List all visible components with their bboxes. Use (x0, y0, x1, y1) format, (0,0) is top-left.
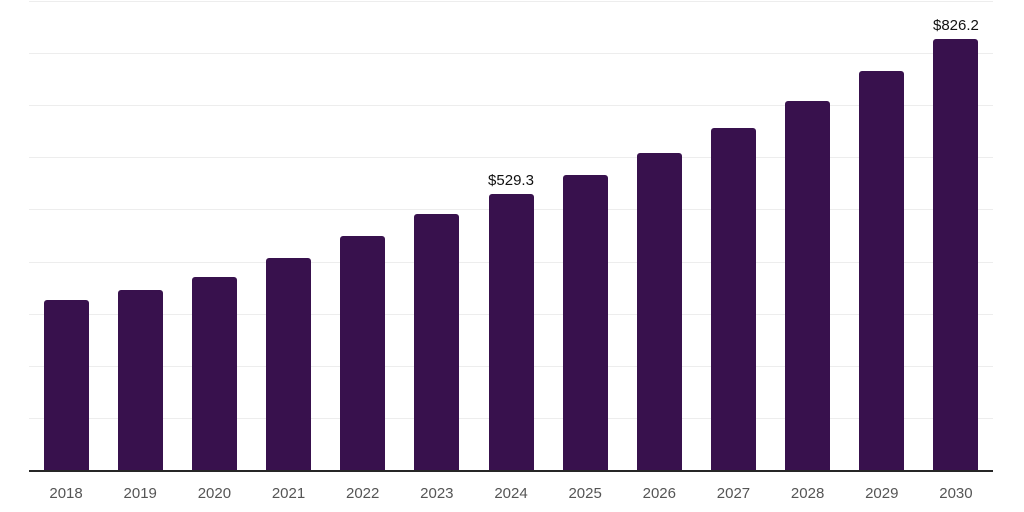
x-tick-label-2027: 2027 (716, 485, 751, 502)
bar-2020 (191, 276, 237, 470)
x-tick-label-2029: 2029 (865, 485, 899, 502)
bar-2021 (266, 257, 312, 470)
plot-area: $529.3 $826.2 (29, 1, 993, 472)
x-tick-label-2026: 2026 (642, 485, 676, 502)
x-tick-label-2019: 2019 (123, 485, 157, 502)
bar-2019 (117, 290, 163, 470)
x-tick-label-2030: 2030 (939, 485, 973, 502)
x-tick-label-2028: 2028 (790, 485, 825, 502)
x-tick-label-2022: 2022 (346, 485, 380, 502)
x-tick-label-2021: 2021 (271, 485, 306, 502)
bar-2030 (933, 39, 979, 470)
bar-2023 (414, 214, 460, 470)
x-tick-label-2018: 2018 (49, 485, 83, 502)
bar-2024 (488, 194, 534, 470)
bar-2018 (43, 300, 89, 470)
x-tick-label-2023: 2023 (420, 485, 454, 502)
x-tick-label-2020: 2020 (197, 485, 232, 502)
x-tick-label-2024: 2024 (494, 485, 528, 502)
gridline (29, 157, 993, 159)
bar-2026 (636, 152, 682, 470)
gridline (29, 1, 993, 2)
gridline (29, 53, 993, 55)
bar-value-label-2030: $826.2 (932, 17, 979, 35)
gridline (29, 105, 993, 107)
bar-2022 (340, 236, 386, 470)
x-tick-label-2025: 2025 (568, 485, 602, 502)
bar-value-label-2024: $529.3 (488, 172, 534, 190)
bar-2029 (859, 71, 905, 470)
bar-2027 (710, 127, 756, 470)
bar-2025 (562, 174, 608, 470)
bar-2028 (785, 101, 831, 470)
